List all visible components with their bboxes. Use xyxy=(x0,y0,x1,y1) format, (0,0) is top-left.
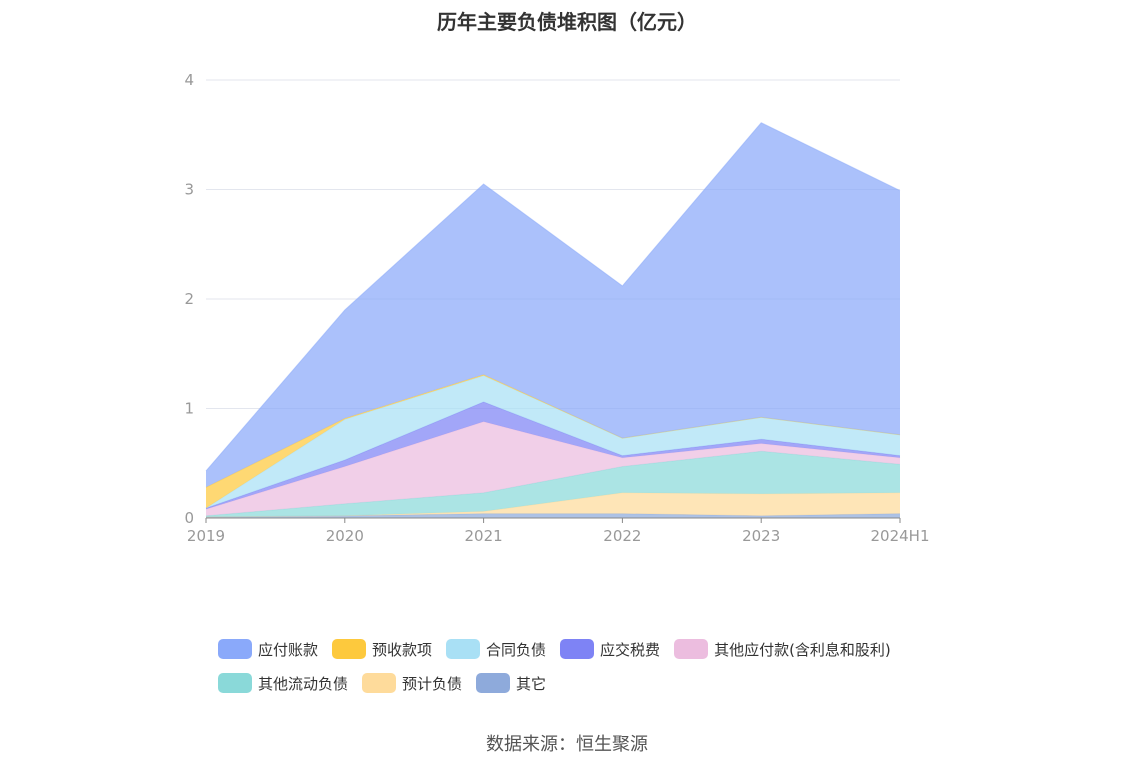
y-tick-label: 3 xyxy=(184,181,194,199)
legend-swatch xyxy=(446,639,481,659)
series-2-area xyxy=(206,451,900,517)
legend-label: 其他应付款(含利息和股利) xyxy=(714,640,891,659)
y-tick-label: 1 xyxy=(184,400,194,418)
legend-swatch xyxy=(560,639,595,659)
legend-label: 预收款项 xyxy=(372,640,433,659)
legend-label: 其他流动负债 xyxy=(258,674,349,693)
legend-item[interactable]: 应付账款 xyxy=(218,639,318,660)
legend-item[interactable]: 其他应付款(含利息和股利) xyxy=(674,639,891,660)
series-0-area xyxy=(206,513,900,518)
x-tick-label: 2022 xyxy=(603,527,641,545)
x-tick-label: 2023 xyxy=(742,527,780,545)
y-tick-label: 2 xyxy=(184,290,194,308)
legend: 应付账款 预收款项 合同负债 应交税费 其他应付款(含利息和股利) 其他流动负债 预计负债其… xyxy=(218,632,938,700)
legend-swatch xyxy=(476,673,511,693)
axis-layer: 0 1 2 3 4 2019 2020 2021 2022 2023 2024H1 xyxy=(184,71,929,545)
y-tick-label: 0 xyxy=(184,509,194,527)
x-tick-label: 2020 xyxy=(326,527,364,545)
legend-item[interactable]: 其它 xyxy=(476,673,546,694)
legend-item[interactable]: 其他流动负债 xyxy=(218,673,348,694)
series-3-area xyxy=(206,421,900,516)
legend-item[interactable]: 预计负债 xyxy=(362,673,462,694)
legend-label: 合同负债 xyxy=(486,640,547,659)
source-note: 数据来源：恒生聚源 xyxy=(486,734,648,755)
legend-item[interactable]: 应交税费 xyxy=(560,639,660,660)
x-tick-label: 2024H1 xyxy=(871,527,930,545)
legend-row: 应付账款 预收款项 合同负债 应交税费 其他应付款(含利息和股利) xyxy=(218,632,938,666)
series-7-area xyxy=(206,122,900,488)
legend-label: 应交税费 xyxy=(600,640,661,659)
legend-label: 其它 xyxy=(516,674,547,693)
x-tick-label: 2019 xyxy=(187,527,225,545)
series-6-area xyxy=(206,374,900,509)
legend-label: 应付账款 xyxy=(258,640,319,659)
legend-item[interactable]: 预收款项 xyxy=(332,639,432,660)
legend-swatch xyxy=(218,673,252,693)
legend-swatch xyxy=(674,639,709,659)
series-7-line xyxy=(205,122,901,472)
series-6-line xyxy=(205,374,901,488)
y-tick-label: 4 xyxy=(184,71,194,89)
series-1-line xyxy=(205,492,901,518)
chart-title: 历年主要负债堆积图（亿元） xyxy=(437,10,697,34)
legend-row: 其他流动负债 预计负债 其它 xyxy=(218,666,938,700)
legend-swatch xyxy=(332,639,367,659)
series-1-area xyxy=(206,492,900,517)
x-tick-label: 2021 xyxy=(465,527,503,545)
legend-label: 预计负债 xyxy=(402,674,463,693)
legend-item[interactable]: 合同负债 xyxy=(446,639,546,660)
legend-swatch xyxy=(362,673,397,693)
legend-swatch xyxy=(218,639,252,659)
area-series-layer xyxy=(205,122,901,518)
